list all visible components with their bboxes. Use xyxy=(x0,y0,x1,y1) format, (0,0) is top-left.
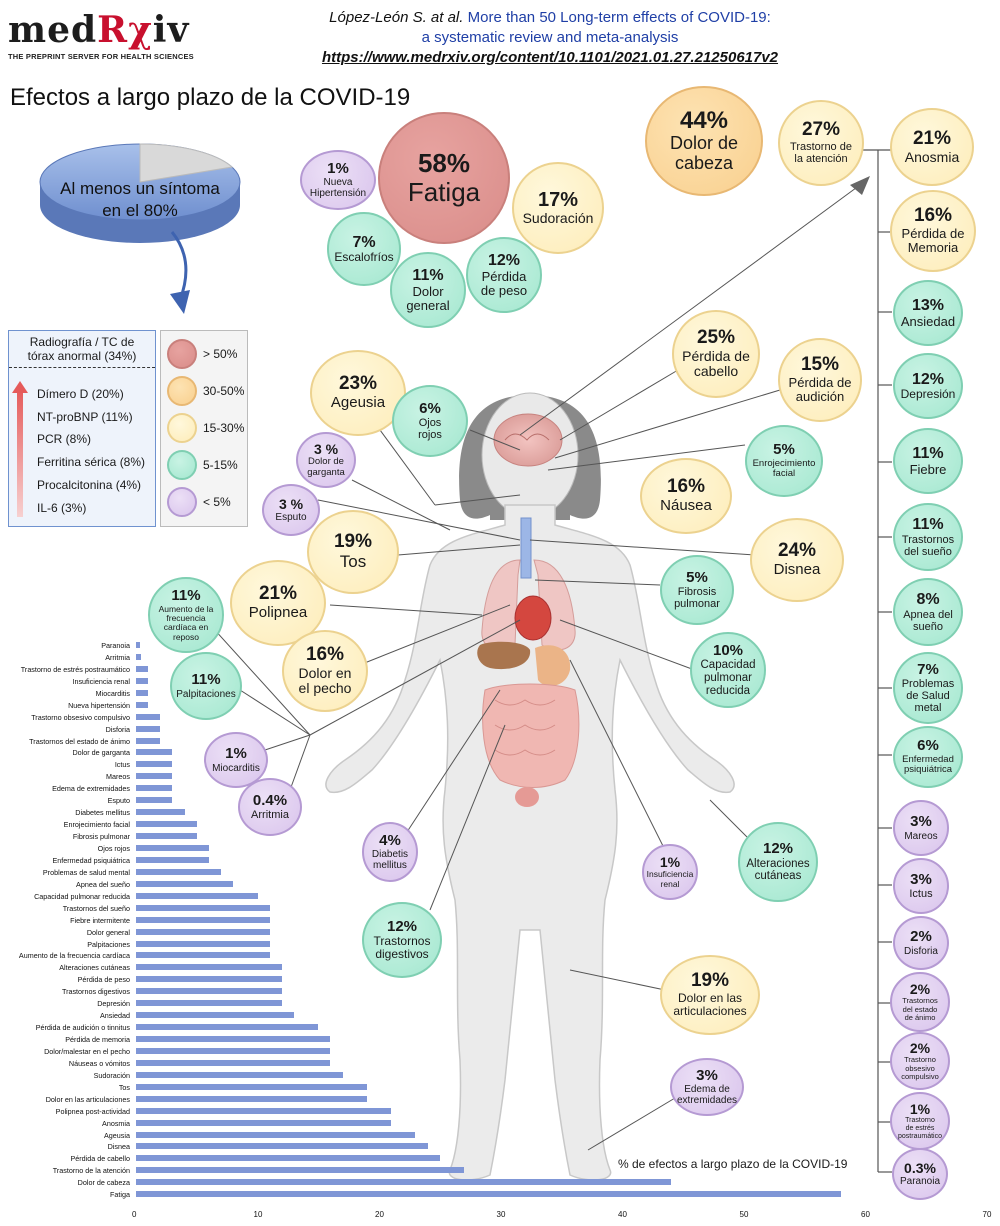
bubble-esputo: 3 % Esputo xyxy=(262,484,320,536)
bubble-paranoia: 0.3% Paranoia xyxy=(892,1148,948,1200)
bubble-sueno: 11% Trastornos del sueño xyxy=(893,503,963,571)
citation-title-1: More than 50 Long-term effects of COVID-… xyxy=(467,9,771,26)
legend-item: 15-30% xyxy=(167,413,244,443)
bubble-audicion: 15% Pérdida de audición xyxy=(778,338,862,422)
bubble-nausea: 16% Náusea xyxy=(640,458,732,534)
bubble-diabetes: 4% Diabetis mellitus xyxy=(362,822,418,882)
bubble-estres: 1% Trastorno de estrés postraumático xyxy=(890,1092,950,1150)
bubble-dolor-general: 11% Dolor general xyxy=(390,252,466,328)
legend-label: 15-30% xyxy=(203,421,245,435)
bubble-ansiedad: 13% Ansiedad xyxy=(893,280,963,346)
bubble-miocarditis: 1% Miocarditis xyxy=(204,732,268,788)
medrxiv-logo: medRχiv THE PREPRINT SERVER FOR HEALTH S… xyxy=(8,10,198,72)
bubble-arritmia: 0.4% Arritmia xyxy=(238,778,302,836)
legend-item: 5-15% xyxy=(167,450,238,480)
bubble-garganta: 3 % Dolor de garganta xyxy=(296,432,356,488)
lab-item: NT-proBNP (11%) xyxy=(37,410,133,424)
legend-swatch xyxy=(167,339,197,369)
bubble-ictus: 3% Ictus xyxy=(893,858,949,914)
bubble-hipertension: 1% Nueva Hipertensión xyxy=(300,150,376,210)
bubble-obsesivo: 2% Trastorno obsesivo compulsivo xyxy=(890,1032,950,1090)
legend: > 50% 30-50% 15-30% 5-15% < 5% xyxy=(160,330,248,527)
bubble-depresion: 12% Depresión xyxy=(893,353,963,419)
legend-label: < 5% xyxy=(203,495,231,509)
bubble-edema: 3% Edema de extremidades xyxy=(670,1058,744,1116)
bubble-pecho: 16% Dolor en el pecho xyxy=(282,630,368,712)
lab-radiography: Radiografía / TC de tórax anormal (34%) xyxy=(9,331,155,368)
bubble-connectors xyxy=(212,184,861,1151)
legend-swatch xyxy=(167,450,197,480)
chart-title: % de efectos a largo plazo de la COVID-1… xyxy=(618,1157,848,1171)
bubble-ojos: 6% Ojos rojos xyxy=(392,385,468,457)
legend-swatch xyxy=(167,487,197,517)
bubble-mareos: 3% Mareos xyxy=(893,800,949,856)
logo-word: medRχiv xyxy=(8,9,190,51)
bubble-tos: 19% Tos xyxy=(307,510,399,594)
bubble-psiquiatrica: 6% Enfermedad psiquiátrica xyxy=(893,726,963,788)
logo-tagline: THE PREPRINT SERVER FOR HEALTH SCIENCES xyxy=(8,52,194,61)
legend-item: 30-50% xyxy=(167,376,244,406)
human-body-silhouette xyxy=(325,392,735,1181)
citation-author: López-León S. at al. xyxy=(329,9,464,26)
bubble-memoria: 16% Pérdida de Memoria xyxy=(890,190,976,272)
citation-url[interactable]: https://www.medrxiv.org/content/10.1101/… xyxy=(321,49,779,66)
bubble-fatiga: 58% Fatiga xyxy=(378,112,510,244)
lab-item: PCR (8%) xyxy=(37,432,92,446)
bubble-articulaciones: 19% Dolor en las articulaciones xyxy=(660,955,760,1035)
bubble-perdida-peso: 12% Pérdida de peso xyxy=(466,237,542,313)
pie-label: Al menos un síntoma en el 80% xyxy=(60,179,220,220)
bubble-escalofrios: 7% Escalofríos xyxy=(327,212,401,286)
legend-item: < 5% xyxy=(167,487,231,517)
bubble-digestivos: 12% Trastornos digestivos xyxy=(362,902,442,978)
bubble-fibrosis: 5% Fibrosis pulmonar xyxy=(660,555,734,625)
legend-label: > 50% xyxy=(203,347,238,361)
page-title: Efectos a largo plazo de la COVID-19 xyxy=(10,84,411,111)
bubble-enrojecimiento: 5% Enrojecimiento facial xyxy=(745,425,823,497)
citation-title-2: a systematic review and meta-analysis xyxy=(421,29,679,46)
bubble-apnea: 8% Apnea del sueño xyxy=(893,578,963,646)
lab-markers-box: Radiografía / TC de tórax anormal (34%) … xyxy=(8,330,156,527)
lab-item: Procalcitonina (4%) xyxy=(37,478,142,492)
arrow-up-icon xyxy=(12,381,28,393)
bubble-anosmia: 21% Anosmia xyxy=(890,108,974,186)
bubble-capacidad: 10% Capacidad pulmonar reducida xyxy=(690,632,766,708)
bubble-palpitaciones: 11% Palpitaciones xyxy=(170,652,242,720)
pie-chart xyxy=(39,143,241,314)
bubble-dolor-cabeza: 44% Dolor de cabeza xyxy=(645,86,763,196)
bubble-animo: 2% Trastornos del estado de ánimo xyxy=(890,972,950,1032)
bubble-sudoracion: 17% Sudoración xyxy=(512,162,604,254)
bubble-salud-mental: 7% Problemas de Salud metal xyxy=(893,652,963,724)
bubble-renal: 1% Insuficiencia renal xyxy=(642,844,698,900)
bubble-frecuencia: 11% Aumento de la frecuencia cardíaca en … xyxy=(148,577,224,653)
legend-label: 30-50% xyxy=(203,384,245,398)
legend-label: 5-15% xyxy=(203,458,238,472)
lab-arrow-bar xyxy=(17,389,23,517)
bubble-cutaneas: 12% Alteraciones cutáneas xyxy=(738,822,818,902)
arrow-head-icon xyxy=(850,176,870,195)
lab-item: Dímero D (20%) xyxy=(37,387,124,401)
citation: López-León S. at al. More than 50 Long-t… xyxy=(230,8,870,68)
bubble-fiebre: 11% Fiebre xyxy=(893,428,963,494)
bubble-disforia: 2% Disforia xyxy=(893,916,949,970)
legend-swatch xyxy=(167,413,197,443)
lab-item: Ferritina sérica (8%) xyxy=(37,455,146,469)
pie-slice-remaining xyxy=(139,143,234,183)
bubble-atencion: 27% Trastorno de la atención xyxy=(778,100,864,186)
bubble-disnea: 24% Disnea xyxy=(750,518,844,602)
bubble-cabello: 25% Pérdida de cabello xyxy=(672,310,760,398)
legend-item: > 50% xyxy=(167,339,237,369)
right-column-connector xyxy=(840,149,892,1173)
lab-item: IL-6 (3%) xyxy=(37,501,87,515)
legend-swatch xyxy=(167,376,197,406)
